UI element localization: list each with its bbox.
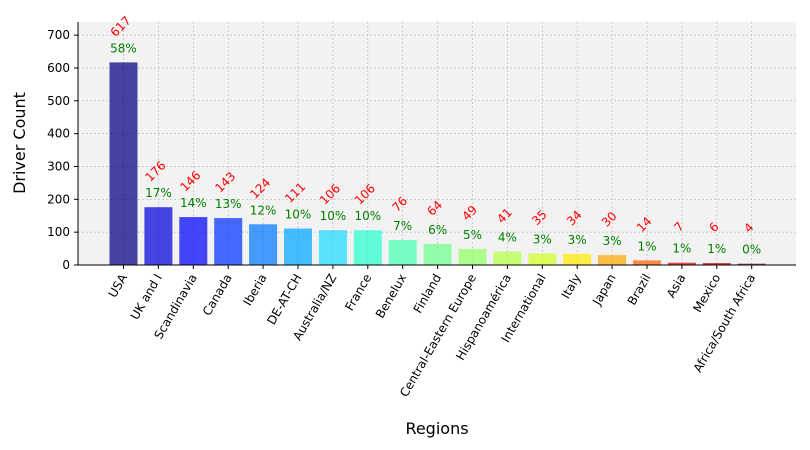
y-tick-label: 0 xyxy=(62,258,70,272)
bar xyxy=(353,230,382,265)
gridlines xyxy=(78,22,796,266)
x-tick-label: Mexico xyxy=(690,272,723,315)
x-tick-label: Benelux xyxy=(373,272,409,321)
bar xyxy=(667,262,696,265)
percent-label: 17% xyxy=(145,186,172,200)
percent-label: 0% xyxy=(742,243,761,257)
percent-label: 1% xyxy=(707,242,726,256)
x-tick-label: Italy xyxy=(559,272,584,302)
bar xyxy=(144,207,173,265)
x-tick-label: Asia xyxy=(664,272,689,301)
percent-label: 10% xyxy=(285,208,312,222)
bar xyxy=(109,62,138,266)
x-tick-label: Finland xyxy=(411,272,445,316)
bar xyxy=(249,224,278,265)
bar xyxy=(493,251,522,265)
y-axis-title: Driver Count xyxy=(10,92,29,194)
x-tick-label: Canada xyxy=(200,272,235,319)
x-axis-title: Regions xyxy=(405,419,468,438)
bar xyxy=(214,218,243,265)
x-tick-label: Japan xyxy=(589,272,618,309)
bar xyxy=(563,253,592,265)
bar xyxy=(598,255,627,265)
percent-label: 4% xyxy=(498,231,517,245)
percent-label: 12% xyxy=(250,203,277,217)
x-tick-label: Brazil xyxy=(625,272,654,308)
bar xyxy=(737,263,766,265)
bars xyxy=(109,62,766,266)
percent-label: 13% xyxy=(215,197,242,211)
percent-label: 14% xyxy=(180,196,207,210)
y-tick-label: 400 xyxy=(47,127,70,141)
percent-label: 10% xyxy=(354,209,381,223)
y-tick-label: 300 xyxy=(47,159,70,173)
bar xyxy=(423,243,452,265)
bar xyxy=(318,230,347,265)
percent-label: 5% xyxy=(463,228,482,242)
y-tick-label: 700 xyxy=(47,28,70,42)
percent-label: 3% xyxy=(568,233,587,247)
x-tick-label: UK and I xyxy=(128,272,165,323)
y-ticks: 0 100 200 300 400 500 600 700 xyxy=(47,28,78,272)
percent-label: 1% xyxy=(672,242,691,256)
percent-label: 7% xyxy=(393,219,412,233)
percent-label: 1% xyxy=(637,239,656,253)
percent-label: 3% xyxy=(533,233,552,247)
percent-label: 3% xyxy=(603,234,622,248)
bar xyxy=(388,240,417,265)
percent-label: 58% xyxy=(110,41,137,55)
bar xyxy=(458,248,487,265)
bar xyxy=(702,263,731,265)
bar xyxy=(284,228,312,265)
x-tick-label: DE-AT-CH xyxy=(264,272,304,328)
bar xyxy=(633,260,661,265)
y-tick-label: 200 xyxy=(47,192,70,206)
bar xyxy=(179,217,208,265)
percent-label: 10% xyxy=(320,209,347,223)
x-tick-label: USA xyxy=(106,271,131,300)
y-tick-label: 100 xyxy=(47,225,70,239)
y-tick-label: 600 xyxy=(47,61,70,75)
y-tick-label: 500 xyxy=(47,94,70,108)
x-tick-label: Iberia xyxy=(240,272,269,309)
bar xyxy=(528,253,557,265)
x-tick-label: Africa/South Africa xyxy=(691,272,759,375)
x-tick-label: France xyxy=(342,272,374,314)
percent-label: 6% xyxy=(428,223,447,237)
